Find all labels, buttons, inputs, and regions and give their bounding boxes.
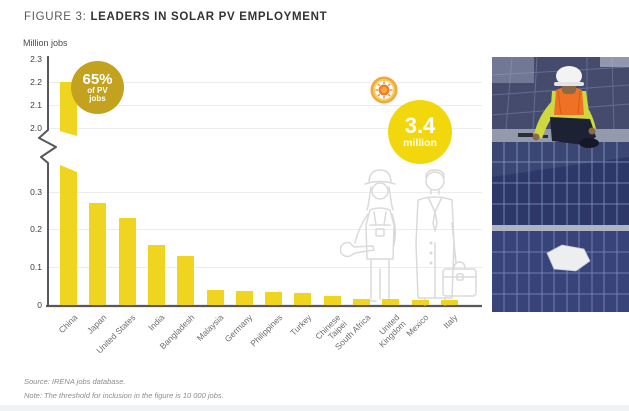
y-tick-0.1: 0.1 — [30, 262, 42, 273]
figure-title: LEADERS IN SOLAR PV EMPLOYMENT — [90, 11, 328, 23]
solar-installation-photo — [492, 57, 629, 312]
gridline-2.2 — [48, 82, 482, 83]
plastic-bag — [546, 244, 591, 272]
gridline-0.1 — [48, 267, 482, 269]
bottom-strip — [0, 405, 629, 411]
y-axis-unit-label: Million jobs — [23, 38, 68, 48]
y-tick-0.2: 0.2 — [30, 224, 42, 235]
china-share-badge: 65% of PV jobs — [71, 61, 124, 114]
figure-heading: FIGURE 3: LEADERS IN SOLAR PV EMPLOYMENT — [24, 11, 327, 23]
world-total-unit: million — [403, 136, 437, 149]
y-tick-0.3: 0.3 — [30, 186, 42, 197]
y-tick-2: 2.0 — [30, 123, 42, 133]
y-tick-2.2: 2.2 — [30, 77, 42, 87]
figure-label: FIGURE 3: — [24, 11, 87, 23]
y-tick-2.1: 2.1 — [30, 100, 42, 110]
china-share-value: 65% — [82, 70, 113, 88]
source-line: Source: IRENA jobs database. — [24, 377, 126, 386]
china-share-caption-2: jobs — [89, 94, 106, 103]
gridline-2.1 — [48, 105, 482, 106]
businessman-outline-icon — [415, 169, 477, 306]
world-total-value: 3.4 — [404, 112, 436, 138]
female-worker-outline-icon — [340, 169, 397, 302]
gridline-2 — [48, 128, 482, 129]
y-tick-2.3: 2.3 — [30, 54, 42, 64]
gridline-0.3 — [48, 191, 482, 193]
world-total-badge: 3.4 million — [388, 100, 452, 164]
china-share-caption-1: of PV — [87, 85, 108, 95]
sun-icon — [370, 76, 398, 104]
workforce-outline-icons — [340, 169, 477, 306]
note-line: Note: The threshold for inclusion in the… — [24, 391, 224, 400]
worker-figure — [532, 66, 599, 148]
y-tick-0: 0 — [37, 300, 42, 310]
gridline-0.2 — [48, 229, 482, 231]
